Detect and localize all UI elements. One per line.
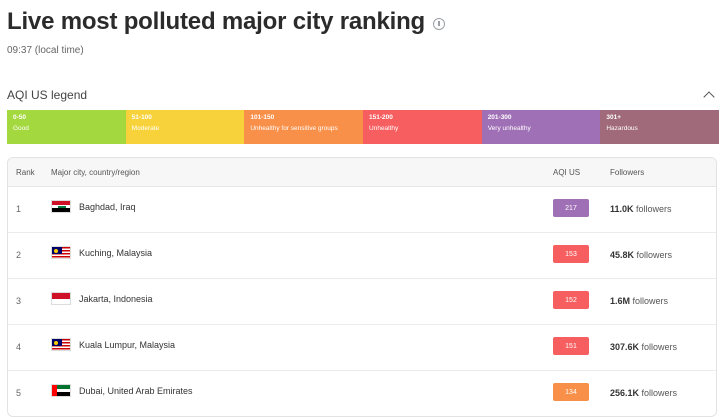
city-cell[interactable]: Dubai, United Arab Emirates [51, 384, 193, 397]
followers-cell: 307.6K followers [610, 342, 677, 352]
legend-segment-good: 0-50 Good [7, 110, 126, 144]
chevron-up-icon[interactable] [703, 91, 715, 103]
table-row[interactable]: 1 Baghdad, Iraq 217 11.0K followers [8, 187, 716, 233]
rank-cell: 3 [16, 296, 22, 306]
aqi-badge: 152 [553, 291, 589, 309]
legend-label: Good [13, 125, 29, 132]
followers-suffix: followers [639, 342, 678, 352]
legend-label: Unhealthy [369, 125, 399, 132]
aqi-badge: 134 [553, 383, 589, 401]
malaysia-flag-icon [51, 338, 71, 351]
aqi-badge: 151 [553, 337, 589, 355]
malaysia-flag-icon [51, 246, 71, 259]
legend-range: 301+ [606, 114, 622, 121]
local-time: 09:37 (local time) [7, 45, 84, 56]
legend-header[interactable]: AQI US legend [7, 88, 719, 103]
followers-cell: 45.8K followers [610, 250, 672, 260]
table-row[interactable]: 3 Jakarta, Indonesia 152 1.6M followers [8, 279, 716, 325]
legend-segment-very-unhealthy: 201-300 Very unhealthy [481, 110, 601, 144]
city-cell[interactable]: Kuching, Malaysia [51, 246, 152, 259]
legend-segment-hazardous: 301+ Hazardous [600, 110, 720, 144]
indonesia-flag-icon [51, 292, 71, 305]
city-name[interactable]: Dubai, United Arab Emirates [79, 385, 193, 396]
legend-segment-unhealthy: 151-200 Unhealthy [363, 110, 482, 144]
legend-range: 51-100 [131, 114, 152, 121]
legend-label: Hazardous [606, 125, 638, 132]
followers-suffix: followers [633, 204, 672, 214]
followers-suffix: followers [639, 388, 678, 398]
rank-cell: 2 [16, 250, 22, 260]
followers-cell: 256.1K followers [610, 388, 677, 398]
legend-label: Moderate [131, 125, 160, 132]
iraq-flag-icon [51, 200, 71, 213]
city-cell[interactable]: Baghdad, Iraq [51, 200, 136, 213]
legend-segment-moderate: 51-100 Moderate [125, 110, 245, 144]
table-row[interactable]: 2 Kuching, Malaysia 153 45.8K followers [8, 233, 716, 279]
followers-suffix: followers [634, 250, 673, 260]
table-row[interactable]: 5 Dubai, United Arab Emirates 134 256.1K… [8, 371, 716, 416]
followers-count: 45.8K [610, 250, 635, 260]
followers-count: 307.6K [610, 342, 640, 352]
city-cell[interactable]: Jakarta, Indonesia [51, 292, 153, 305]
aqi-badge: 217 [553, 199, 589, 217]
legend-range: 151-200 [369, 114, 393, 121]
rank-cell: 1 [16, 204, 22, 214]
legend-segment-usg: 101-150 Unhealthy for sensitive groups [244, 110, 364, 144]
page-title: Live most polluted major city ranking [7, 8, 426, 35]
legend-label: Unhealthy for sensitive groups [250, 125, 338, 132]
table-header: Rank Major city, country/region AQI US F… [8, 158, 716, 187]
city-name[interactable]: Baghdad, Iraq [79, 201, 136, 212]
followers-count: 256.1K [610, 388, 640, 398]
followers-cell: 1.6M followers [610, 296, 668, 306]
aqi-badge: 153 [553, 245, 589, 263]
header-aqi: AQI US [553, 168, 581, 177]
aqi-legend-bar: 0-50 Good 51-100 Moderate 101-150 Unheal… [7, 110, 720, 144]
followers-count: 11.0K [610, 204, 634, 214]
header-rank: Rank [16, 168, 35, 177]
page-header: Live most polluted major city ranking [7, 8, 446, 36]
info-icon[interactable] [433, 18, 446, 30]
followers-count: 1.6M [610, 296, 631, 306]
city-name[interactable]: Jakarta, Indonesia [79, 293, 153, 304]
followers-cell: 11.0K followers [610, 204, 672, 214]
city-name[interactable]: Kuala Lumpur, Malaysia [79, 339, 176, 350]
header-followers: Followers [610, 168, 645, 177]
ranking-table: Rank Major city, country/region AQI US F… [7, 157, 717, 417]
table-row[interactable]: 4 Kuala Lumpur, Malaysia 151 307.6K foll… [8, 325, 716, 371]
legend-range: 201-300 [487, 114, 512, 121]
uae-flag-icon [51, 384, 71, 397]
legend-range: 0-50 [13, 114, 27, 121]
legend-title: AQI US legend [7, 88, 88, 102]
rank-cell: 5 [16, 388, 22, 398]
legend-range: 101-150 [250, 114, 275, 121]
followers-suffix: followers [630, 296, 669, 306]
legend-label: Very unhealthy [487, 125, 531, 132]
header-city: Major city, country/region [51, 168, 140, 177]
city-cell[interactable]: Kuala Lumpur, Malaysia [51, 338, 175, 351]
city-name[interactable]: Kuching, Malaysia [79, 247, 153, 258]
rank-cell: 4 [16, 342, 22, 352]
